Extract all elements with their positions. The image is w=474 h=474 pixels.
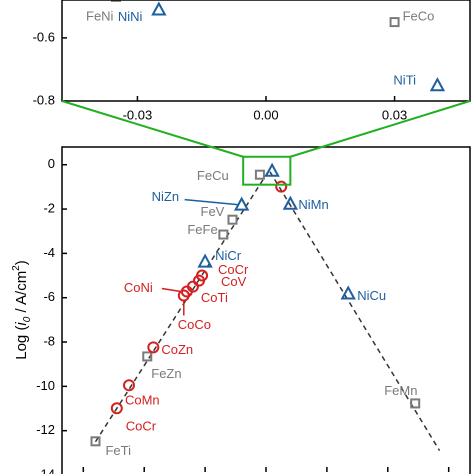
point-label: CoCr [218,262,249,277]
y-tick-label: -0.6 [33,29,55,44]
point-label: CoZn [161,342,193,357]
triangle-marker [233,196,250,211]
x-tick-label: 0.03 [382,107,407,122]
square-marker [410,398,421,409]
point-label: FeV [201,204,225,219]
point-label: NiCr [215,248,242,263]
triangle-marker [282,195,299,210]
label-arrow [184,198,238,206]
x-tick-label: -0.03 [123,107,153,122]
point-label: CoTi [201,290,228,305]
y-tick-label: -4 [43,245,55,260]
y-tick-label: -0.8 [33,92,55,107]
point-label: CoCr [126,419,157,434]
triangle-marker [264,162,280,177]
y-tick-label: -8 [43,333,55,348]
trend-line [94,168,441,452]
triangle-marker [197,253,213,268]
point-label: FeZn [151,366,181,381]
point-label: CoV [221,274,247,289]
point-label: CoNi [124,280,153,295]
y-axis-title-part: Log ( [13,326,30,360]
point-label: FeNi [86,8,114,23]
zoom-box [242,155,292,186]
y-tick-label: -6 [43,289,55,304]
circle-marker [110,402,123,415]
point-label: FeFe [187,222,217,237]
y-axis-title-part: ) [13,260,30,265]
point-label: FeMn [384,383,417,398]
y-axis-title-part: 2 [11,265,22,271]
point-label: FeCo [403,9,435,24]
plot-frame [61,146,471,474]
square-marker [227,214,238,225]
y-tick-label: -2 [43,200,55,215]
circle-marker [196,269,209,282]
point-label: CoCo [178,317,211,332]
square-marker [218,229,229,240]
y-axis-title-part: / A/cm [13,271,30,317]
zoom-connector [61,100,244,158]
point-label: NiTi [393,73,416,88]
zoom-connector [290,100,471,158]
square-marker [111,0,121,2]
point-label: FeCu [197,168,229,183]
circle-marker [186,280,199,293]
point-label: NiMn [298,197,328,212]
square-marker [254,169,265,180]
plot-area [111,0,446,92]
y-tick-label: -14 [36,466,55,474]
circle-marker [122,379,135,392]
circle-marker [147,341,160,354]
circle-marker [275,180,288,193]
y-tick-label: 0 [48,156,55,171]
square-marker [142,351,153,362]
triangle-marker [340,285,356,300]
y-tick-label: -10 [36,378,55,393]
point-label: CoMn [125,393,160,408]
y-axis-title-part: i [13,322,30,326]
square-marker [389,17,400,28]
y-axis-title: Log (i0 / A/cm2) [11,260,33,360]
point-label: NiZn [152,189,179,204]
label-arrow [161,287,181,293]
point-label: NiNi [118,9,143,24]
point-label: FeTi [105,443,131,458]
triangle-marker [151,1,167,16]
y-axis-title-part: 0 [22,316,33,322]
square-marker [90,436,101,447]
y-tick-label: -12 [36,422,55,437]
x-tick-label: 0.00 [253,107,278,122]
triangle-marker [429,77,446,92]
point-label: NiCu [357,288,386,303]
